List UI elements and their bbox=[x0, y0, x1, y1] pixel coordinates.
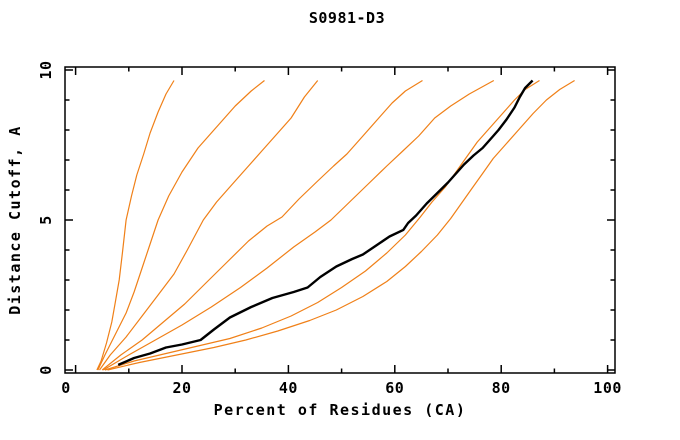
x-tick-label: 100 bbox=[593, 379, 622, 397]
series-orange-5 bbox=[102, 79, 495, 371]
x-tick-label: 20 bbox=[172, 379, 191, 397]
tick-labels: 0 20 40 60 80 100 0 5 10 bbox=[37, 60, 622, 397]
y-tick-label: 0 bbox=[37, 365, 55, 375]
series-orange-1 bbox=[96, 80, 175, 371]
x-axis-label: Percent of Residues (CA) bbox=[214, 401, 467, 419]
y-tick-label: 10 bbox=[37, 60, 55, 79]
plot-frame bbox=[64, 66, 616, 374]
series-orange-6 bbox=[104, 79, 540, 371]
series-orange-2 bbox=[97, 80, 265, 371]
axis-ticks bbox=[65, 67, 615, 373]
x-tick-label: 40 bbox=[279, 379, 298, 397]
x-tick-label: 0 bbox=[61, 379, 71, 397]
x-tick-label: 60 bbox=[385, 379, 404, 397]
series-black-target bbox=[117, 79, 534, 367]
curve-group bbox=[96, 79, 575, 371]
series-orange-3 bbox=[99, 80, 319, 371]
series-orange-7 bbox=[107, 79, 575, 371]
x-tick-label: 80 bbox=[492, 379, 511, 397]
y-tick-label: 5 bbox=[37, 215, 55, 225]
series-orange-4 bbox=[101, 79, 423, 371]
chart-title: S0981-D3 bbox=[309, 9, 385, 27]
y-axis-label: Distance Cutoff, A bbox=[6, 125, 24, 315]
